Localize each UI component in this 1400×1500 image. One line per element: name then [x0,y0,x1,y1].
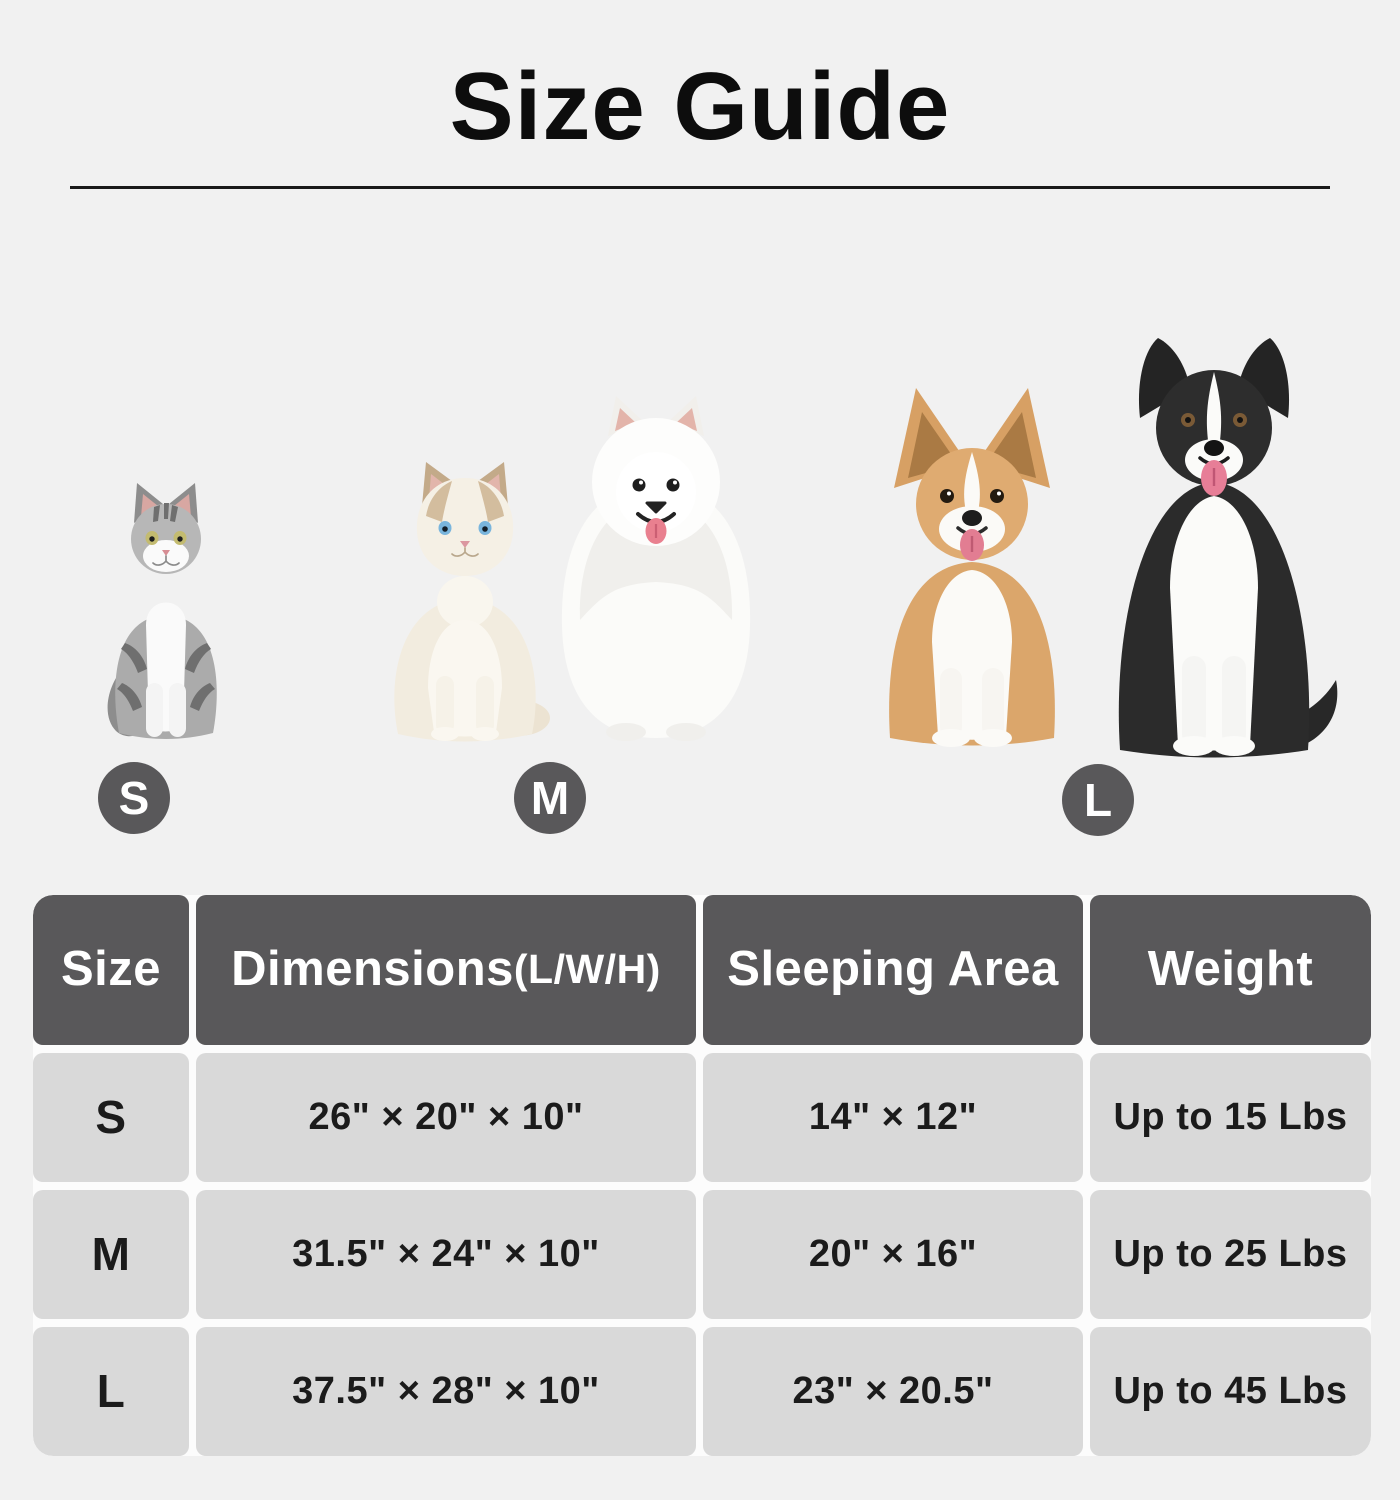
size-badge-medium-label: M [530,772,570,824]
row-l-dimensions-value: 37.5" × 28" × 10" [292,1369,600,1412]
table-row-s-sleeping-area: 14" × 12" [703,1053,1083,1182]
row-s-dimensions-value: 26" × 20" × 10" [308,1095,584,1138]
size-badge-small: S [98,762,170,834]
table-row-l-size: L [33,1327,189,1456]
size-badge-large: L [1062,764,1134,836]
border-collie-icon [1118,338,1338,758]
row-s-sleeping-area-value: 14" × 12" [808,1095,978,1138]
gray-tabby-cat-icon [107,483,217,739]
column-header-dimensions-sub: (L/W/H) [513,946,661,993]
row-m-dimensions-value: 31.5" × 24" × 10" [292,1232,600,1275]
column-header-dimensions-label: Dimensions [231,942,514,997]
title-divider [70,186,1330,189]
table-row-m-sleeping-area: 20" × 16" [703,1190,1083,1319]
row-m-size-value: M [91,1228,131,1281]
row-s-weight-value: Up to 15 Lbs [1113,1095,1348,1138]
page-title: Size Guide [449,53,951,160]
size-badge-small-label: S [118,772,150,824]
table-row-s-dimensions: 26" × 20" × 10" [196,1053,696,1182]
table-row-s-size: S [33,1053,189,1182]
column-header-size-label: Size [60,942,162,997]
table-row-m-weight: Up to 25 Lbs [1090,1190,1371,1319]
row-l-size-value: L [96,1365,126,1418]
table-row-l-dimensions: 37.5" × 28" × 10" [196,1327,696,1456]
column-header-sleeping-area: Sleeping Area [703,895,1083,1045]
table-row-l-weight: Up to 45 Lbs [1090,1327,1371,1456]
size-badge-large-label: L [1083,774,1113,826]
row-s-size-value: S [95,1091,127,1144]
table-row-l-sleeping-area: 23" × 20.5" [703,1327,1083,1456]
column-header-dimensions: Dimensions (L/W/H) [196,895,696,1045]
size-badge-medium: M [514,762,586,834]
white-pomeranian-icon [561,396,751,741]
ragdoll-cat-icon [394,462,550,742]
column-header-weight: Weight [1090,895,1371,1045]
column-header-size: Size [33,895,189,1045]
row-l-weight-value: Up to 45 Lbs [1113,1369,1348,1412]
row-m-sleeping-area-value: 20" × 16" [808,1232,978,1275]
table-row-m-dimensions: 31.5" × 24" × 10" [196,1190,696,1319]
column-header-sleeping-area-label: Sleeping Area [727,942,1059,997]
row-m-weight-value: Up to 25 Lbs [1113,1232,1348,1275]
table-row-m-size: M [33,1190,189,1319]
table-row-s-weight: Up to 15 Lbs [1090,1053,1371,1182]
row-l-sleeping-area-value: 23" × 20.5" [792,1369,994,1412]
column-header-weight-label: Weight [1147,942,1314,997]
size-table: Size Dimensions (L/W/H) Sleeping Area Wei… [33,895,1371,1456]
welsh-corgi-icon [889,388,1055,747]
